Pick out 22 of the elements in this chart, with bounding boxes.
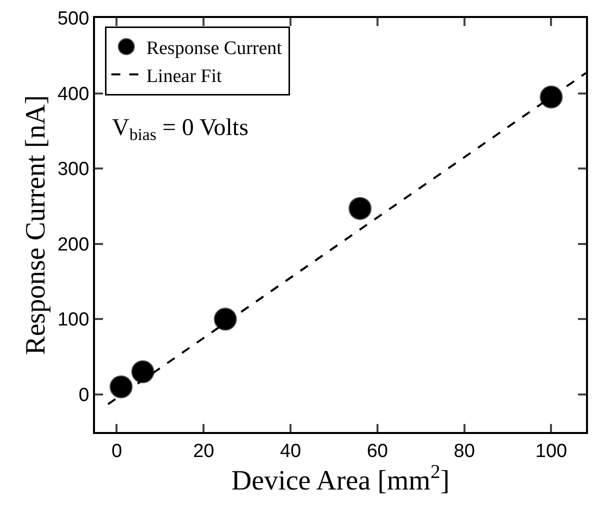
point — [348, 196, 372, 220]
annotation: V$_{bias}$ = 0 Volts — [112, 115, 248, 144]
x-tick-label: 80 — [454, 440, 475, 462]
legend-label: Response Current — [146, 38, 283, 60]
point — [110, 375, 133, 398]
x-tick-label: 60 — [366, 440, 388, 462]
point — [214, 308, 237, 331]
y-tick-label: 200 — [57, 234, 90, 256]
x-tick-label: 20 — [193, 440, 214, 462]
x-axis-title: Device Area [mm$^{2}$] — [231, 462, 450, 497]
y-tick-label: 400 — [57, 84, 90, 105]
y-axis-title: Response Current [nA] — [20, 95, 52, 355]
point — [540, 86, 563, 109]
y-tick-label: 300 — [57, 159, 90, 180]
y-tick-label: 0 — [78, 385, 90, 406]
y-tick-label: 100 — [57, 310, 90, 331]
x-tick-label: 0 — [111, 440, 122, 462]
x-tick-label: 100 — [535, 440, 568, 462]
legend-label: Linear Fit — [146, 66, 222, 87]
y-tick-label: 500 — [57, 8, 90, 30]
point — [131, 360, 154, 384]
x-tick-label: 40 — [280, 440, 302, 462]
